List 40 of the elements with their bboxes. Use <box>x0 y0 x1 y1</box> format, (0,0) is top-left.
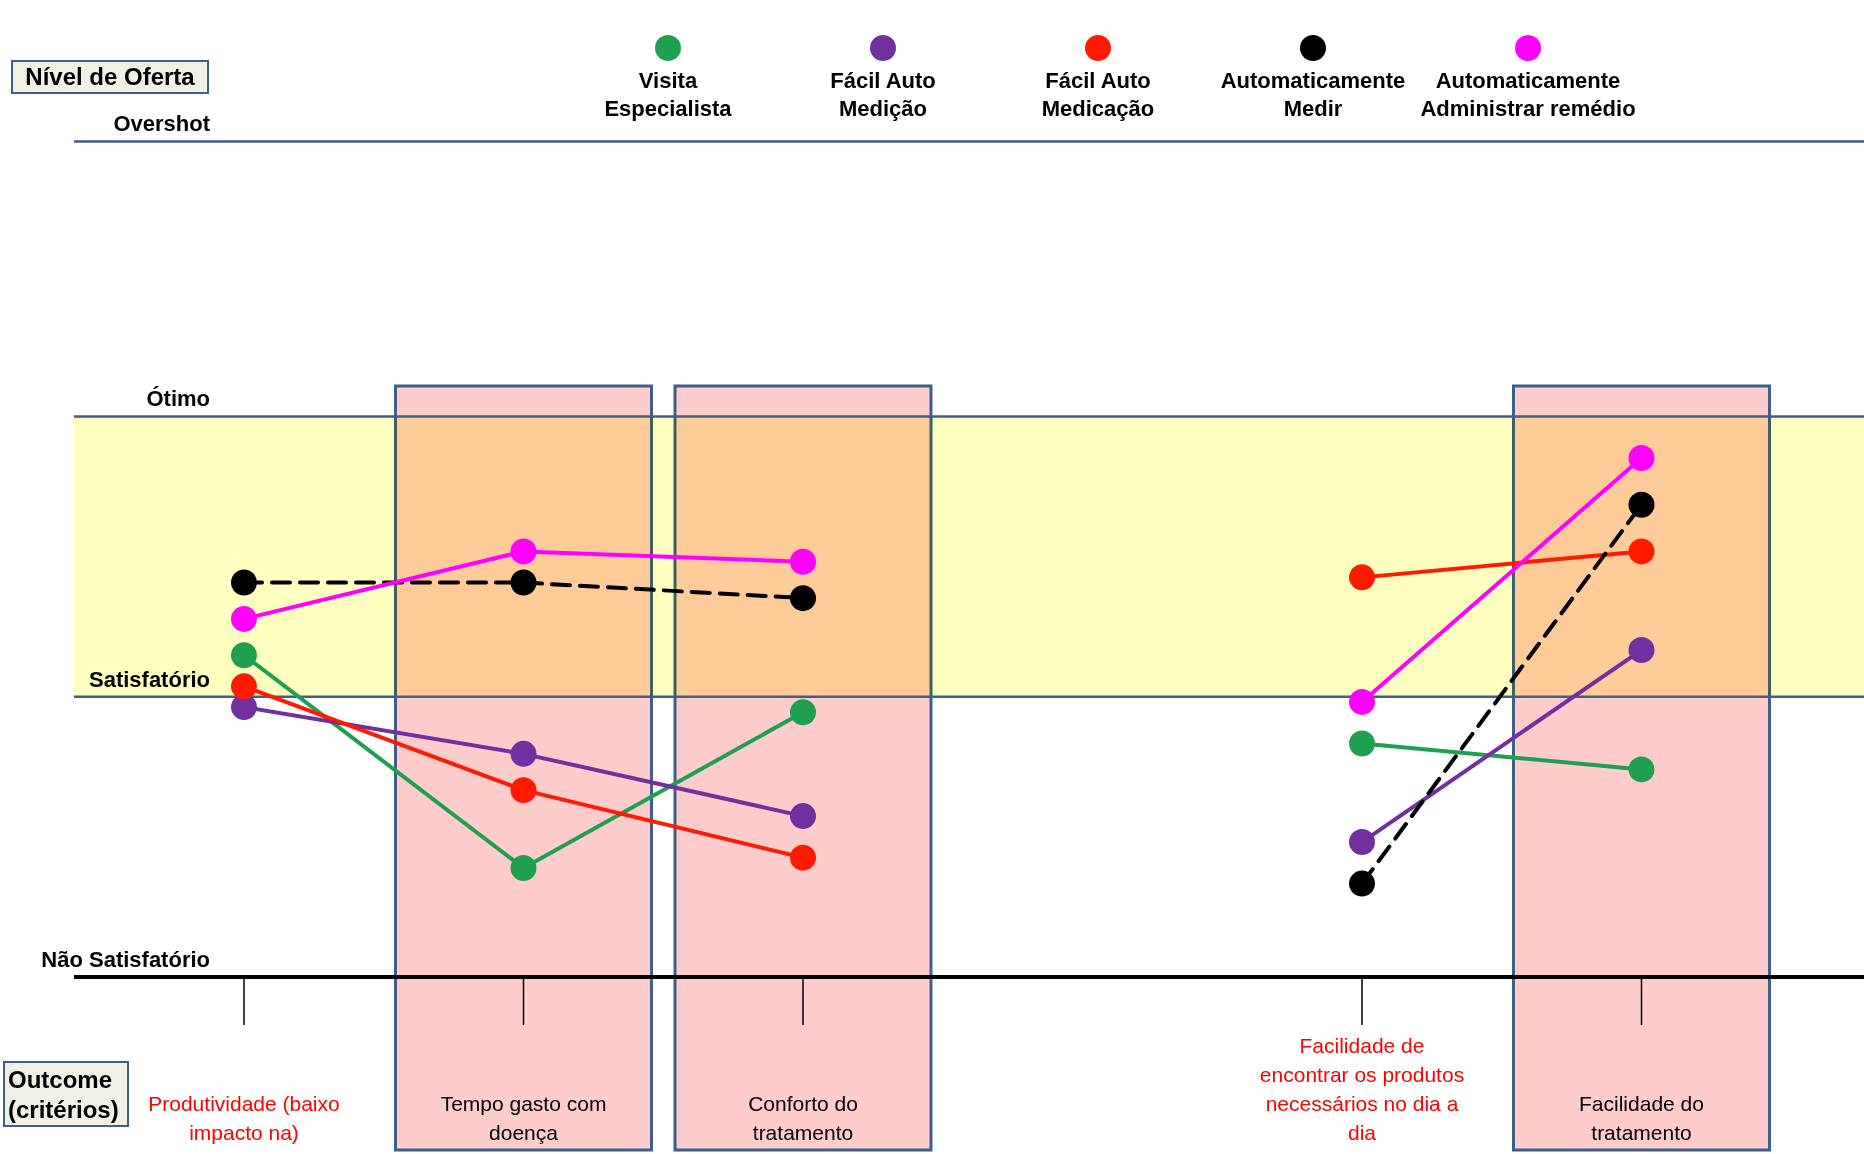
point <box>1628 637 1655 664</box>
point <box>790 585 816 612</box>
ref-line-label: Ótimo <box>146 386 210 412</box>
point <box>790 548 816 575</box>
point <box>231 642 257 669</box>
x-tick-label: Facilidade do tratamento <box>1579 1092 1704 1144</box>
point <box>231 569 257 596</box>
point <box>1628 491 1655 518</box>
point <box>1628 538 1655 565</box>
x-tick-label: Produtividade (baixo impacto na) <box>148 1092 340 1144</box>
ref-line-label: Overshot <box>113 111 211 137</box>
legend-label: Fácil Auto Medicação <box>1041 68 1155 121</box>
point <box>1349 730 1375 757</box>
text: Nível de Oferta <box>25 63 196 90</box>
point <box>1628 445 1655 471</box>
point <box>790 699 816 726</box>
legend-label: Fácil Auto Medição <box>830 68 936 121</box>
point <box>1628 756 1655 783</box>
point <box>231 605 257 632</box>
point <box>231 673 257 700</box>
legend-label: Automaticamente Medir <box>1220 68 1406 121</box>
point <box>510 855 537 882</box>
point <box>1349 870 1375 897</box>
point <box>1349 564 1375 591</box>
x-tick-label: Tempo gasto com doença <box>440 1092 607 1144</box>
point <box>510 777 537 804</box>
point <box>1349 688 1375 715</box>
x-axis-title: Outcome (critérios) <box>8 1066 119 1123</box>
ref-line-label: Não Satisfatório <box>41 947 210 972</box>
legend-label: Automaticamente Administrar remédio <box>1420 68 1636 121</box>
point <box>790 803 816 830</box>
point <box>510 569 537 596</box>
point <box>510 538 537 565</box>
x-tick-label: Conforto do tratamento <box>748 1092 858 1144</box>
point <box>1349 829 1375 856</box>
legend-label: Visita Especialista <box>604 68 733 121</box>
point <box>790 844 816 871</box>
ref-line-label: Satisfatório <box>88 666 210 692</box>
x-tick-label: Facilidade de encontrar os produtos necessários no dia a dia <box>1259 1034 1465 1144</box>
point <box>510 740 537 767</box>
